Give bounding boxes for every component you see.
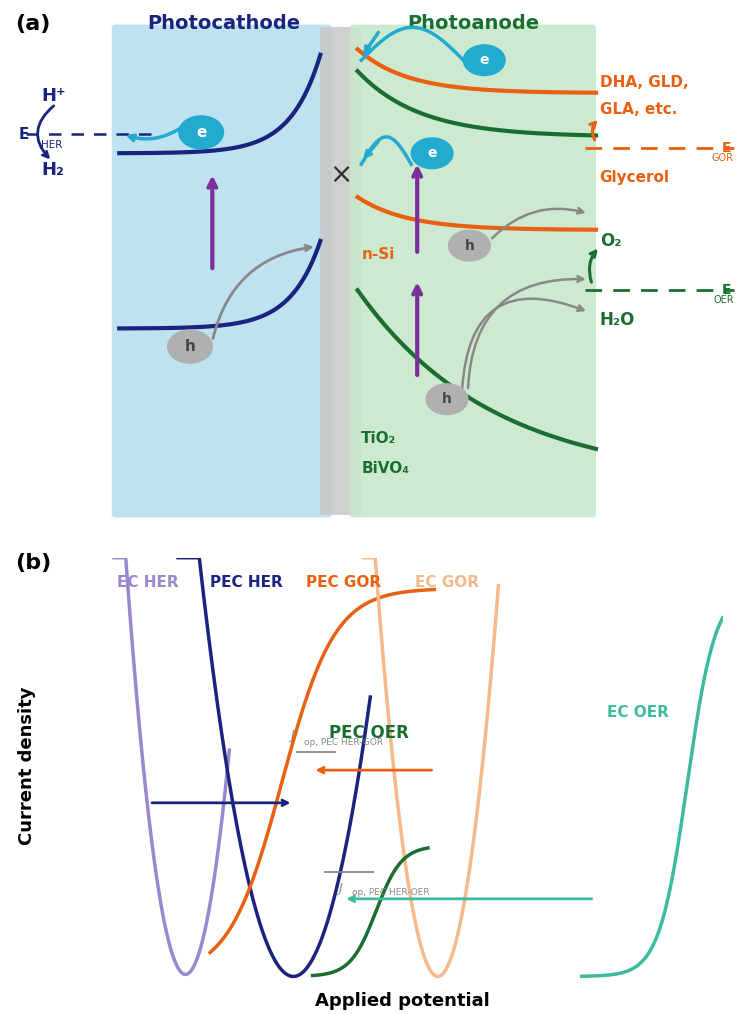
Text: op, PEC HER-OER: op, PEC HER-OER [352, 888, 430, 896]
Text: e: e [480, 53, 489, 67]
Circle shape [448, 230, 490, 261]
FancyBboxPatch shape [320, 27, 361, 515]
Text: (a): (a) [15, 14, 50, 33]
Text: Photocathode: Photocathode [147, 14, 300, 32]
Text: e: e [428, 146, 437, 160]
Text: PEC OER: PEC OER [329, 724, 408, 742]
Text: J: J [290, 728, 294, 741]
Text: EC OER: EC OER [607, 706, 669, 721]
Text: BiVO₄: BiVO₄ [361, 460, 409, 476]
Text: Glycerol: Glycerol [600, 170, 670, 186]
Text: ×: × [329, 161, 352, 190]
Text: Applied potential: Applied potential [315, 992, 489, 1010]
Text: e: e [196, 125, 206, 140]
Text: H₂O: H₂O [600, 311, 635, 330]
Text: PEC GOR: PEC GOR [306, 575, 381, 590]
Text: H⁺: H⁺ [41, 87, 66, 104]
Text: H₂: H₂ [41, 161, 64, 178]
FancyBboxPatch shape [350, 24, 596, 517]
Text: (b): (b) [15, 553, 51, 573]
Text: GOR: GOR [711, 153, 734, 162]
Circle shape [168, 331, 212, 363]
Text: TiO₂: TiO₂ [361, 431, 396, 445]
Text: Photoanode: Photoanode [407, 14, 539, 32]
Text: DHA, GLD,: DHA, GLD, [600, 75, 688, 89]
Text: Current density: Current density [19, 686, 37, 846]
Text: E: E [19, 127, 29, 142]
Text: J: J [338, 882, 342, 895]
Text: EC GOR: EC GOR [415, 575, 479, 590]
Text: op, PEC HER-GOR: op, PEC HER-GOR [304, 738, 384, 747]
Circle shape [426, 384, 468, 415]
Text: n-Si: n-Si [361, 247, 395, 262]
Text: EC HER: EC HER [117, 575, 179, 590]
Text: h: h [464, 238, 475, 252]
Text: PEC HER: PEC HER [210, 575, 283, 590]
Text: GLA, etc.: GLA, etc. [600, 102, 677, 117]
Text: OER: OER [713, 295, 734, 305]
FancyBboxPatch shape [112, 24, 332, 517]
Circle shape [411, 138, 453, 168]
Circle shape [463, 45, 505, 76]
Text: HER: HER [41, 140, 63, 150]
Text: E: E [722, 283, 732, 297]
Text: h: h [185, 339, 195, 354]
Text: h: h [442, 392, 452, 407]
Circle shape [179, 116, 223, 149]
Text: O₂: O₂ [600, 232, 621, 249]
Text: E: E [722, 141, 732, 155]
